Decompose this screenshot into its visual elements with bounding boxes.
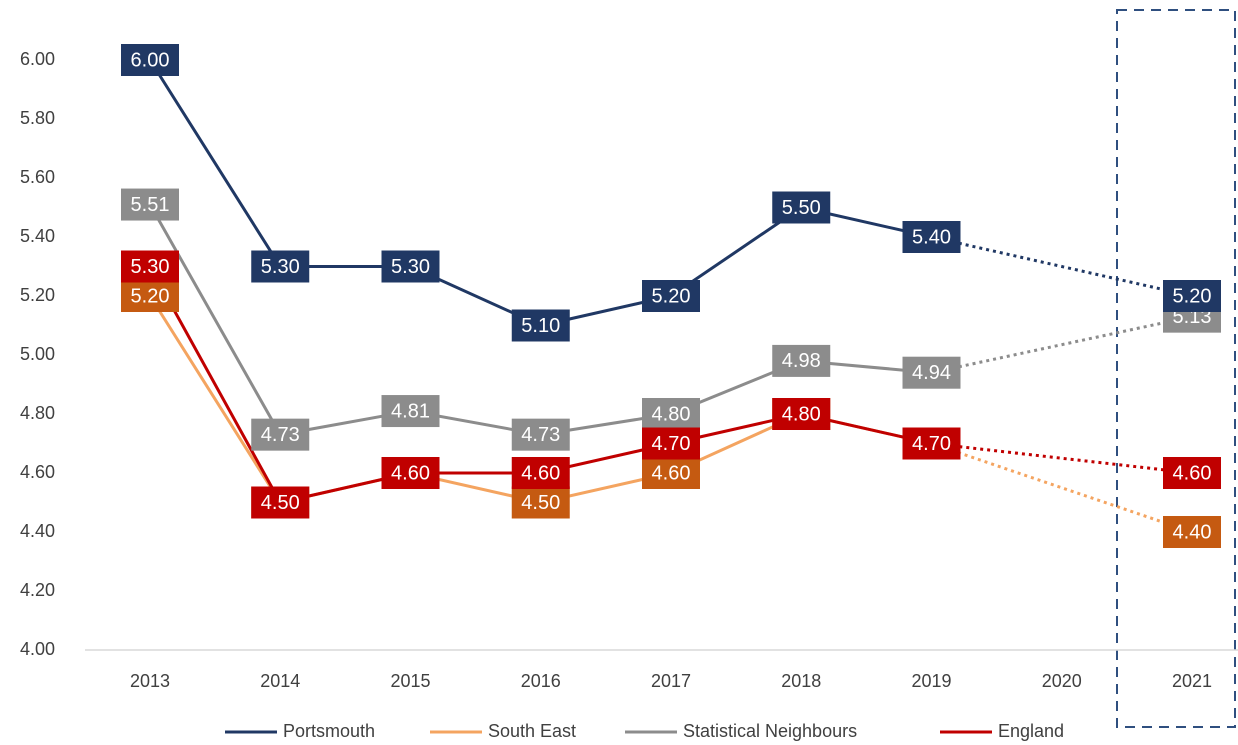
value-label: 5.30 bbox=[391, 256, 430, 278]
value-label: 5.10 bbox=[521, 315, 560, 337]
value-label-box bbox=[381, 395, 440, 428]
x-tick-label: 2020 bbox=[1042, 671, 1082, 691]
value-label: 4.80 bbox=[652, 403, 691, 425]
value-label-box bbox=[251, 250, 310, 283]
value-label: 4.94 bbox=[912, 362, 951, 384]
value-label: 4.98 bbox=[782, 350, 821, 372]
value-label: 4.73 bbox=[521, 424, 560, 446]
value-label: 5.50 bbox=[782, 197, 821, 219]
value-label: 5.20 bbox=[1173, 285, 1212, 307]
x-tick-label: 2019 bbox=[911, 671, 951, 691]
y-tick-label: 6.00 bbox=[20, 49, 55, 69]
value-label: 4.73 bbox=[261, 424, 300, 446]
value-label: 5.20 bbox=[652, 285, 691, 307]
x-tick-label: 2013 bbox=[130, 671, 170, 691]
value-label: 6.00 bbox=[131, 49, 170, 71]
value-label: 4.70 bbox=[652, 433, 691, 455]
value-label-box bbox=[642, 457, 700, 489]
value-label-box bbox=[1163, 280, 1221, 312]
x-tick-label: 2015 bbox=[390, 671, 430, 691]
legend-label: England bbox=[998, 721, 1064, 741]
y-tick-label: 4.20 bbox=[20, 580, 55, 600]
value-label: 5.30 bbox=[131, 256, 170, 278]
forecast-frame bbox=[1116, 9, 1236, 728]
value-label-box bbox=[642, 280, 700, 312]
value-label-box bbox=[511, 457, 570, 489]
legend-label: South East bbox=[488, 721, 576, 741]
value-label: 4.50 bbox=[521, 492, 560, 514]
value-label-box bbox=[642, 398, 700, 430]
value-label-box bbox=[772, 398, 831, 430]
value-label-box bbox=[772, 344, 831, 377]
value-label-box bbox=[772, 191, 831, 224]
x-tick-label: 2016 bbox=[521, 671, 561, 691]
projection-line bbox=[931, 442, 1193, 534]
value-label-box bbox=[511, 309, 570, 342]
value-label-box bbox=[511, 418, 570, 451]
y-tick-label: 4.80 bbox=[20, 403, 55, 423]
value-label-box bbox=[511, 486, 570, 519]
value-label-box bbox=[902, 221, 961, 253]
value-label: 4.70 bbox=[912, 433, 951, 455]
value-label: 5.20 bbox=[131, 285, 170, 307]
value-label-box bbox=[1163, 457, 1221, 489]
y-tick-label: 5.80 bbox=[20, 108, 55, 128]
projection-line bbox=[931, 235, 1193, 298]
value-label: 5.40 bbox=[912, 226, 951, 248]
value-label: 5.51 bbox=[131, 194, 170, 216]
y-tick-label: 4.40 bbox=[20, 521, 55, 541]
x-tick-label: 2021 bbox=[1172, 671, 1212, 691]
value-label-box bbox=[381, 457, 440, 489]
y-tick-label: 4.00 bbox=[20, 639, 55, 659]
projection-line bbox=[931, 442, 1193, 475]
value-label: 5.30 bbox=[261, 256, 300, 278]
value-label-box bbox=[251, 486, 310, 519]
value-label-box bbox=[121, 188, 179, 221]
value-label-box bbox=[121, 44, 179, 76]
legend-label: Statistical Neighbours bbox=[683, 721, 857, 741]
x-tick-label: 2017 bbox=[651, 671, 691, 691]
value-label-box bbox=[251, 418, 310, 451]
value-label-box bbox=[121, 280, 179, 312]
legend-label: Portsmouth bbox=[283, 721, 375, 741]
value-label-box bbox=[902, 356, 961, 389]
y-tick-label: 5.00 bbox=[20, 344, 55, 364]
projection-line bbox=[931, 315, 1193, 375]
y-tick-label: 5.20 bbox=[20, 285, 55, 305]
value-label: 4.60 bbox=[1173, 462, 1212, 484]
y-tick-label: 4.60 bbox=[20, 462, 55, 482]
value-label-box bbox=[381, 250, 440, 283]
value-label: 4.80 bbox=[782, 403, 821, 425]
value-label: 4.60 bbox=[521, 462, 560, 484]
value-label-box bbox=[642, 427, 700, 460]
value-label: 4.50 bbox=[261, 492, 300, 514]
x-tick-label: 2018 bbox=[781, 671, 821, 691]
y-tick-label: 5.40 bbox=[20, 226, 55, 246]
value-label: 4.60 bbox=[652, 462, 691, 484]
value-label: 4.40 bbox=[1173, 521, 1212, 543]
y-tick-label: 5.60 bbox=[20, 167, 55, 187]
value-label: 4.60 bbox=[391, 462, 430, 484]
value-label-box bbox=[1163, 516, 1221, 548]
x-tick-label: 2014 bbox=[260, 671, 300, 691]
value-label-box bbox=[121, 250, 179, 283]
value-label-box bbox=[902, 427, 961, 460]
value-label: 4.81 bbox=[391, 400, 430, 422]
